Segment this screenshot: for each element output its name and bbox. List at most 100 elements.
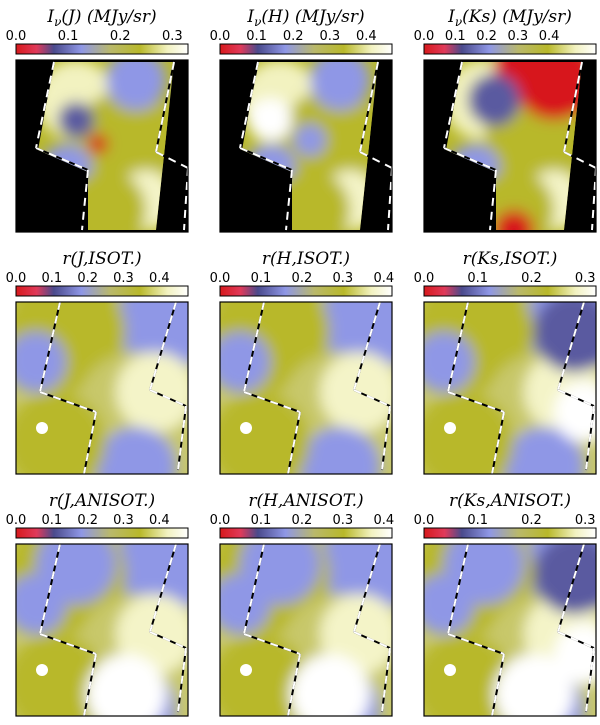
- colorbar-tick-label: 0.0: [6, 271, 27, 286]
- colorbar-tick-label: 0.2: [77, 513, 98, 528]
- footprint-boundary-dash: [443, 61, 463, 149]
- heatmap-image: [424, 302, 596, 474]
- point-source-mark: [444, 664, 456, 676]
- colorbar: [15, 43, 189, 55]
- colorbar-tick-label: 0.2: [476, 29, 497, 44]
- colorbar-tick-label: 0.3: [113, 513, 134, 528]
- panel-7: r(J,ANISOT.) 0.0 0.1 0.2 0.3 0.4: [6, 491, 189, 717]
- panel-2: Iν(H) (MJy/sr) 0.0 0.1 0.2 0.3 0.4: [210, 7, 393, 233]
- colorbar-tick-label: 0.2: [292, 513, 313, 528]
- colorbar-tick-label: 0.4: [373, 513, 394, 528]
- footprint-boundary-dash: [563, 61, 583, 153]
- footprint-boundary-dash: [177, 647, 187, 713]
- colorbar-tick-label: 0.0: [414, 513, 435, 528]
- footprint-boundary-dash: [149, 301, 177, 391]
- colorbar-tick-label: 0.1: [41, 271, 62, 286]
- footprint-boundary-dash: [35, 147, 89, 171]
- panel-6: r(Ks,ISOT.) 0.0 0.1 0.2 0.3: [414, 249, 597, 475]
- footprint-boundary-dash: [359, 61, 379, 153]
- footprint-boundary-dash: [591, 167, 597, 231]
- footprint-boundary-dash: [39, 633, 97, 655]
- heatmap-image: [220, 544, 392, 716]
- map-frame: [219, 59, 393, 233]
- colorbar-tick-label: 0.0: [414, 271, 435, 286]
- footprint-boundary-dash: [239, 147, 293, 171]
- map-frame: [219, 301, 393, 475]
- footprint-boundary-dash: [39, 301, 61, 393]
- footprint-boundary-dash: [243, 633, 301, 655]
- footprint-boundary-dash: [585, 647, 595, 713]
- map-frame: [423, 301, 597, 475]
- map-frame: [423, 59, 597, 233]
- footprint-boundary-dash: [353, 301, 381, 391]
- point-source-mark: [444, 422, 456, 434]
- panel-title: Iν(H) (MJy/sr): [246, 7, 364, 29]
- colorbar-tick-label: 0.0: [210, 271, 231, 286]
- colorbar-tick-label: 0.1: [41, 513, 62, 528]
- footprint-boundary-dash: [557, 631, 595, 649]
- colorbar-tick-label: 0.2: [521, 271, 542, 286]
- footprint-boundary-dash: [489, 169, 497, 231]
- footprint-boundary-dash: [35, 61, 55, 149]
- footprint-boundary-dash: [585, 405, 595, 471]
- colorbar: [15, 285, 189, 297]
- footprint-boundary-dash: [353, 543, 381, 633]
- colorbar-tick-label: 0.0: [210, 513, 231, 528]
- colorbar-tick-label: 0.1: [58, 29, 79, 44]
- colorbar-tick-label: 0.4: [356, 29, 377, 44]
- colorbar-tick-label: 0.3: [575, 513, 596, 528]
- footprint-boundary-dash: [83, 653, 97, 717]
- footprint-boundary-dash: [491, 653, 505, 717]
- colorbar: [219, 527, 393, 539]
- point-source-mark: [36, 422, 48, 434]
- footprint-boundary-dash: [81, 169, 89, 231]
- colorbar-tick-label: 0.3: [113, 271, 134, 286]
- colorbar: [423, 527, 597, 539]
- heatmap-image: [220, 60, 392, 232]
- colorbar-tick-label: 0.2: [292, 271, 313, 286]
- colorbar-tick-label: 0.4: [149, 513, 170, 528]
- footprint-boundary-dash: [155, 61, 175, 153]
- footprint-boundary-dash: [39, 391, 97, 413]
- heatmap-image: [220, 302, 392, 474]
- footprint-boundary-dash: [287, 653, 301, 717]
- footprint-boundary-dash: [563, 151, 597, 169]
- colorbar-tick-label: 0.0: [6, 513, 27, 528]
- footprint-boundary-dash: [359, 151, 393, 169]
- panel-title: r(H,ANISOT.): [248, 491, 363, 511]
- footprint-boundary-dash: [243, 543, 265, 635]
- footprint-boundary-dash: [557, 543, 585, 633]
- footprint-boundary-dash: [447, 301, 469, 393]
- map-frame: [423, 543, 597, 717]
- panel-1: Iν(J) (MJy/sr) 0.0 0.1 0.2 0.3: [6, 7, 189, 233]
- map-frame: [15, 59, 189, 233]
- footprint-boundary-dash: [381, 647, 391, 713]
- footprint-boundary-dash: [243, 301, 265, 393]
- panel-title: Iν(J) (MJy/sr): [46, 7, 156, 29]
- panel-title: r(J,ISOT.): [62, 249, 141, 269]
- colorbar-tick-label: 0.3: [333, 271, 354, 286]
- footprint-boundary-dash: [83, 411, 97, 475]
- footprint-boundary-dash: [149, 543, 177, 633]
- colorbar-tick-label: 0.4: [539, 29, 560, 44]
- colorbar-tick-label: 0.3: [162, 29, 183, 44]
- footprint-boundary-dash: [243, 391, 301, 413]
- footprint-boundary-dash: [39, 543, 61, 635]
- footprint-boundary-dash: [381, 405, 391, 471]
- colorbar-tick-label: 0.0: [6, 29, 27, 44]
- colorbar-tick-label: 0.1: [251, 271, 272, 286]
- colorbar: [423, 43, 597, 55]
- footprint-boundary-dash: [447, 391, 505, 413]
- point-source-mark: [240, 422, 252, 434]
- footprint-boundary-dash: [447, 633, 505, 655]
- point-source-mark: [36, 664, 48, 676]
- map-frame: [15, 543, 189, 717]
- panel-3: Iν(Ks) (MJy/sr) 0.0 0.1 0.2 0.3 0.4: [414, 7, 597, 233]
- panel-4: r(J,ISOT.) 0.0 0.1 0.2 0.3 0.4: [6, 249, 189, 475]
- colorbar-tick-label: 0.0: [210, 29, 231, 44]
- footprint-boundary-dash: [183, 167, 189, 231]
- colorbar-tick-label: 0.4: [373, 271, 394, 286]
- colorbar-tick-label: 0.3: [319, 29, 340, 44]
- panel-5: r(H,ISOT.) 0.0 0.1 0.2 0.3 0.4: [210, 249, 394, 475]
